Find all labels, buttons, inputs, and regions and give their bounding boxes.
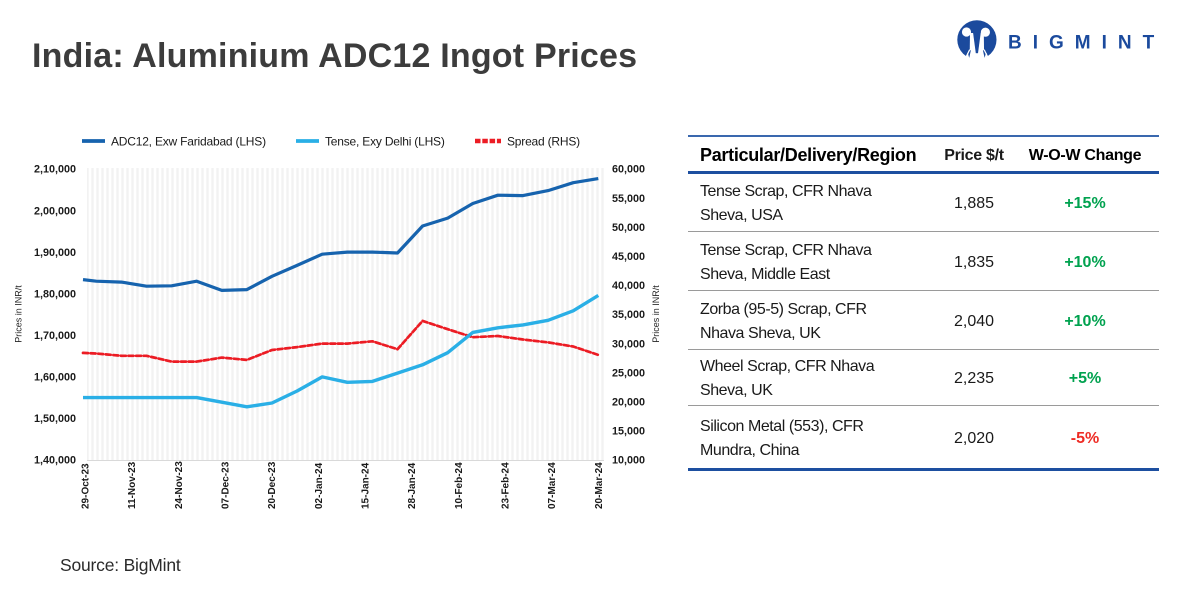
svg-text:2,10,000: 2,10,000 xyxy=(34,164,76,176)
svg-text:55,000: 55,000 xyxy=(612,193,645,205)
svg-text:Prices in INR/t: Prices in INR/t xyxy=(14,285,24,343)
svg-text:1,70,000: 1,70,000 xyxy=(34,330,76,342)
svg-text:24-Nov-23: 24-Nov-23 xyxy=(174,461,185,509)
svg-text:07-Dec-23: 07-Dec-23 xyxy=(220,461,231,509)
svg-text:50,000: 50,000 xyxy=(612,222,645,234)
svg-text:1,90,000: 1,90,000 xyxy=(34,247,76,259)
svg-text:BIGMINT: BIGMINT xyxy=(1008,32,1165,53)
svg-text:10,000: 10,000 xyxy=(612,455,645,467)
svg-text:40,000: 40,000 xyxy=(612,280,645,292)
svg-text:35,000: 35,000 xyxy=(612,309,645,321)
svg-text:Spread (RHS): Spread (RHS) xyxy=(507,135,580,149)
svg-text:10-Feb-24: 10-Feb-24 xyxy=(454,462,465,509)
svg-text:1,60,000: 1,60,000 xyxy=(34,372,76,384)
svg-text:1,40,000: 1,40,000 xyxy=(34,455,76,467)
svg-text:20,000: 20,000 xyxy=(612,397,645,409)
svg-text:15-Jan-24: 15-Jan-24 xyxy=(361,462,372,509)
svg-text:25,000: 25,000 xyxy=(612,367,645,379)
svg-text:20-Dec-23: 20-Dec-23 xyxy=(267,461,278,509)
svg-text:2,00,000: 2,00,000 xyxy=(34,205,76,217)
svg-text:30,000: 30,000 xyxy=(612,338,645,350)
svg-text:Tense, Exy Delhi (LHS): Tense, Exy Delhi (LHS) xyxy=(325,135,445,149)
svg-text:07-Mar-24: 07-Mar-24 xyxy=(547,462,558,509)
svg-text:Prices in INR/t: Prices in INR/t xyxy=(651,285,661,343)
svg-text:60,000: 60,000 xyxy=(612,164,645,176)
svg-text:ADC12, Exw Faridabad (LHS): ADC12, Exw Faridabad (LHS) xyxy=(111,135,266,149)
svg-text:15,000: 15,000 xyxy=(612,426,645,438)
svg-text:02-Jan-24: 02-Jan-24 xyxy=(314,462,325,509)
svg-text:23-Feb-24: 23-Feb-24 xyxy=(501,462,512,509)
svg-text:45,000: 45,000 xyxy=(612,251,645,263)
svg-text:11-Nov-23: 11-Nov-23 xyxy=(127,461,138,509)
svg-text:1,80,000: 1,80,000 xyxy=(34,288,76,300)
svg-text:29-Oct-23: 29-Oct-23 xyxy=(80,463,91,509)
svg-text:1,50,000: 1,50,000 xyxy=(34,413,76,425)
svg-text:20-Mar-24: 20-Mar-24 xyxy=(594,462,605,509)
svg-text:28-Jan-24: 28-Jan-24 xyxy=(407,462,418,509)
